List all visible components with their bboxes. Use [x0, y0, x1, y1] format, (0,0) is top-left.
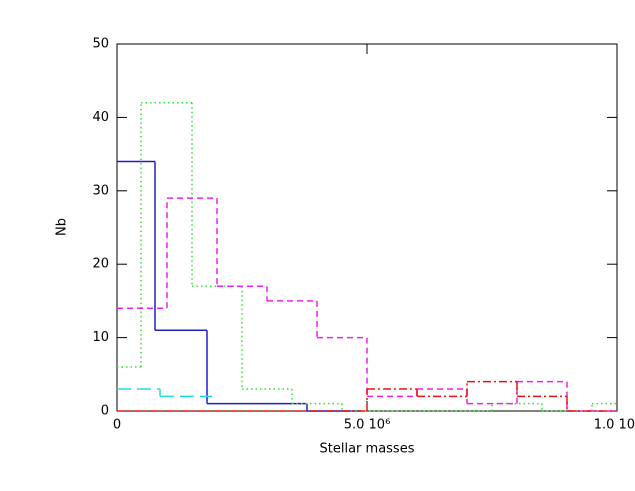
y-tick-label: 40	[92, 110, 109, 125]
y-axis-label: Nb	[55, 218, 70, 236]
y-tick-label: 20	[92, 257, 109, 272]
plot-frame	[116, 43, 618, 412]
x-tick-label: 1.0 10⁷	[594, 418, 635, 433]
x-tick-label: 5.0 10⁶	[344, 418, 391, 433]
y-tick-label: 50	[92, 37, 109, 52]
x-axis-label: Stellar masses	[320, 442, 415, 457]
x-tick-label: 0	[113, 418, 121, 433]
y-tick-label: 10	[92, 330, 109, 345]
y-tick-label: 30	[92, 183, 109, 198]
y-tick-label: 0	[101, 404, 109, 419]
